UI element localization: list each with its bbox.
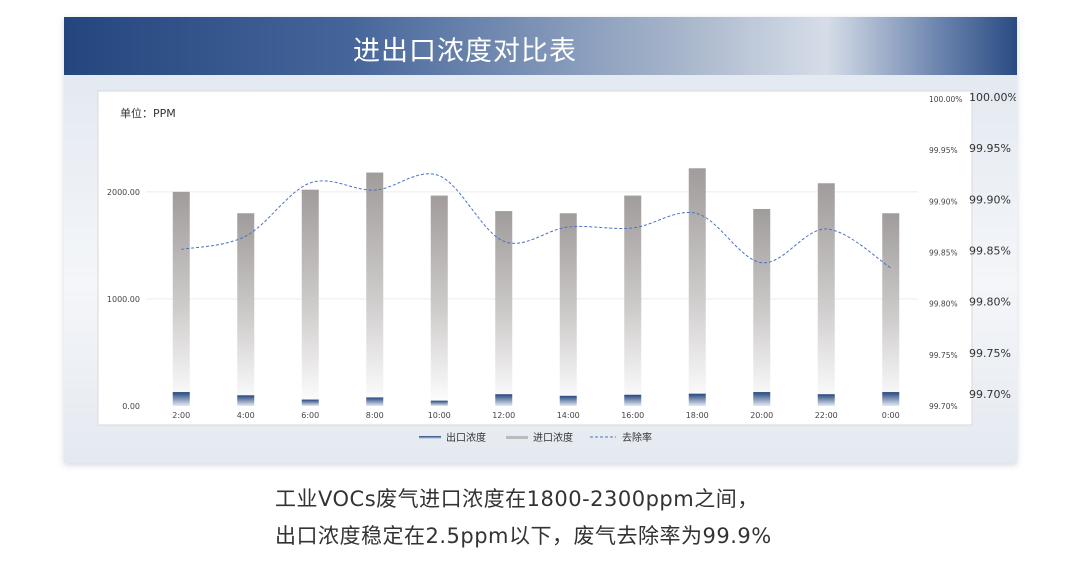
- bar-inlet: [688, 168, 706, 406]
- chart-svg: 单位：PPM 0.00 1000.00 2000.00 99.70% 99.75% 99…: [97, 90, 1018, 444]
- bar-inlet: [817, 183, 835, 406]
- bar-outlet: [559, 395, 577, 406]
- x-tick-label: 14:00: [557, 411, 580, 420]
- x-tick-label: 8:00: [366, 411, 384, 420]
- unit-label: 单位：PPM: [120, 106, 176, 120]
- caption-line-1: 工业VOCs废气进口浓度在1800-2300ppm之间，: [275, 487, 759, 511]
- y-right-outer-tick-label: 99.80%: [969, 296, 1011, 309]
- y-right-outer-tick-label: 99.90%: [969, 193, 1011, 206]
- y-left-tick-label: 1000.00: [107, 295, 140, 304]
- bar-inlet: [624, 195, 642, 406]
- removal-rate-line: [181, 173, 892, 269]
- y-right-tick-label: 99.75%: [929, 351, 958, 360]
- bar-outlet: [237, 395, 255, 406]
- legend-label-outlet: 出口浓度: [446, 431, 486, 444]
- y-right-tick-label: 99.95%: [929, 146, 958, 155]
- bar-outlet: [172, 392, 190, 406]
- legend-label-inlet: 进口浓度: [533, 431, 573, 444]
- panel-header: 进出口浓度对比表: [64, 17, 1017, 75]
- x-tick-label: 16:00: [621, 411, 644, 420]
- chart-title: 进出口浓度对比表: [353, 36, 577, 67]
- caption-line-2: 出口浓度稳定在2.5ppm以下，废气去除率为99.9%: [275, 524, 772, 548]
- bar-inlet: [495, 211, 513, 406]
- y-right-outer-tick-label: 99.85%: [969, 245, 1011, 258]
- y-right-tick-label: 99.90%: [929, 197, 958, 206]
- bar-outlet: [817, 394, 835, 406]
- bar-inlet: [366, 172, 384, 406]
- x-tick-label: 10:00: [428, 411, 451, 420]
- y-right-outer-tick-label: 100.00%: [969, 91, 1016, 104]
- plot-area: [97, 90, 973, 426]
- x-tick-label: 18:00: [686, 411, 709, 420]
- bar-inlet: [753, 208, 771, 406]
- bar-inlet: [172, 191, 190, 406]
- legend-label-rate: 去除率: [622, 431, 652, 444]
- bar-outlet: [430, 400, 448, 406]
- x-tick-label: 2:00: [172, 411, 190, 420]
- bar-inlet: [882, 213, 900, 406]
- x-tick-label: 22:00: [815, 411, 838, 420]
- y-right-tick-label: 99.70%: [929, 402, 958, 411]
- y-right-tick-label: 99.80%: [929, 300, 958, 309]
- legend-swatch-inlet: [506, 436, 528, 439]
- x-tick-label: 12:00: [492, 411, 515, 420]
- x-tick-label: 4:00: [237, 411, 255, 420]
- bar-outlet: [495, 394, 513, 406]
- bar-inlet: [430, 195, 448, 406]
- bar-inlet: [559, 213, 577, 406]
- bar-outlet: [301, 399, 319, 406]
- bar-outlet: [366, 397, 384, 406]
- bar-outlet: [753, 392, 771, 406]
- bar-outlet: [688, 393, 706, 406]
- x-tick-label: 0:00: [882, 411, 900, 420]
- y-right-outer-tick-label: 99.95%: [969, 142, 1011, 155]
- y-left-tick-label: 0.00: [122, 402, 140, 411]
- y-right-tick-label: 99.85%: [929, 249, 958, 258]
- legend-swatch-outlet: [419, 436, 441, 439]
- chart: 单位：PPM 0.00 1000.00 2000.00 99.70% 99.75% 99…: [96, 89, 1018, 458]
- x-tick-label: 6:00: [301, 411, 319, 420]
- y-right-outer-tick-label: 99.70%: [969, 388, 1011, 401]
- y-left-tick-label: 2000.00: [107, 188, 140, 197]
- bar-outlet: [882, 392, 900, 406]
- bar-outlet: [624, 394, 642, 406]
- y-right-tick-label: 100.00%: [929, 95, 962, 104]
- bar-inlet: [301, 189, 319, 406]
- y-right-outer-tick-label: 99.75%: [969, 347, 1011, 360]
- x-tick-label: 20:00: [750, 411, 773, 420]
- bar-inlet: [237, 213, 255, 406]
